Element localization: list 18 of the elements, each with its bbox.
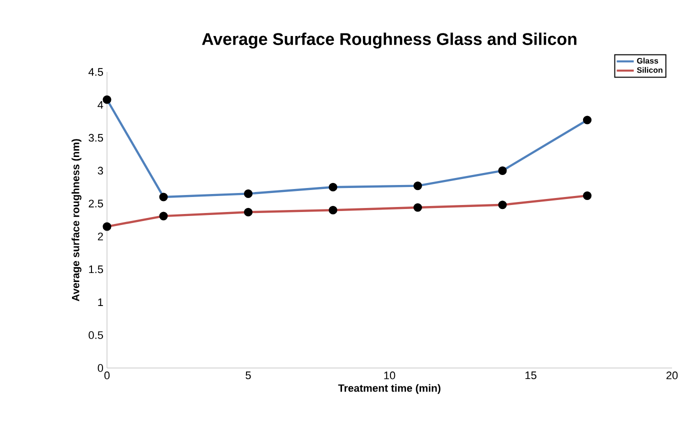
y-tick-label: 0.5 [88, 331, 104, 339]
y-tick-label: 4 [98, 101, 104, 109]
chart-title: Average Surface Roughness Glass and Silicon [202, 32, 576, 49]
x-tick-label: 5 [246, 372, 251, 380]
y-axis-title: Average surface roughness (nm) [72, 139, 82, 302]
x-tick-label: 20 [666, 372, 678, 380]
y-tick-label: 3.5 [88, 134, 104, 142]
y-tick-label: 0 [98, 364, 104, 372]
x-tick-label: 0 [104, 372, 110, 380]
x-axis-title: Treatment time (min) [338, 384, 440, 394]
x-tick-label: 10 [384, 372, 396, 380]
y-tick-label: 2 [98, 232, 103, 240]
y-tick-label: 2.5 [88, 200, 104, 208]
y-tick-label: 1.5 [89, 266, 104, 274]
y-tick-label: 3 [98, 166, 103, 175]
y-tick-label: 1 [98, 298, 103, 306]
x-tick-label: 15 [525, 372, 536, 380]
y-tick-label: 4.5 [88, 68, 104, 76]
